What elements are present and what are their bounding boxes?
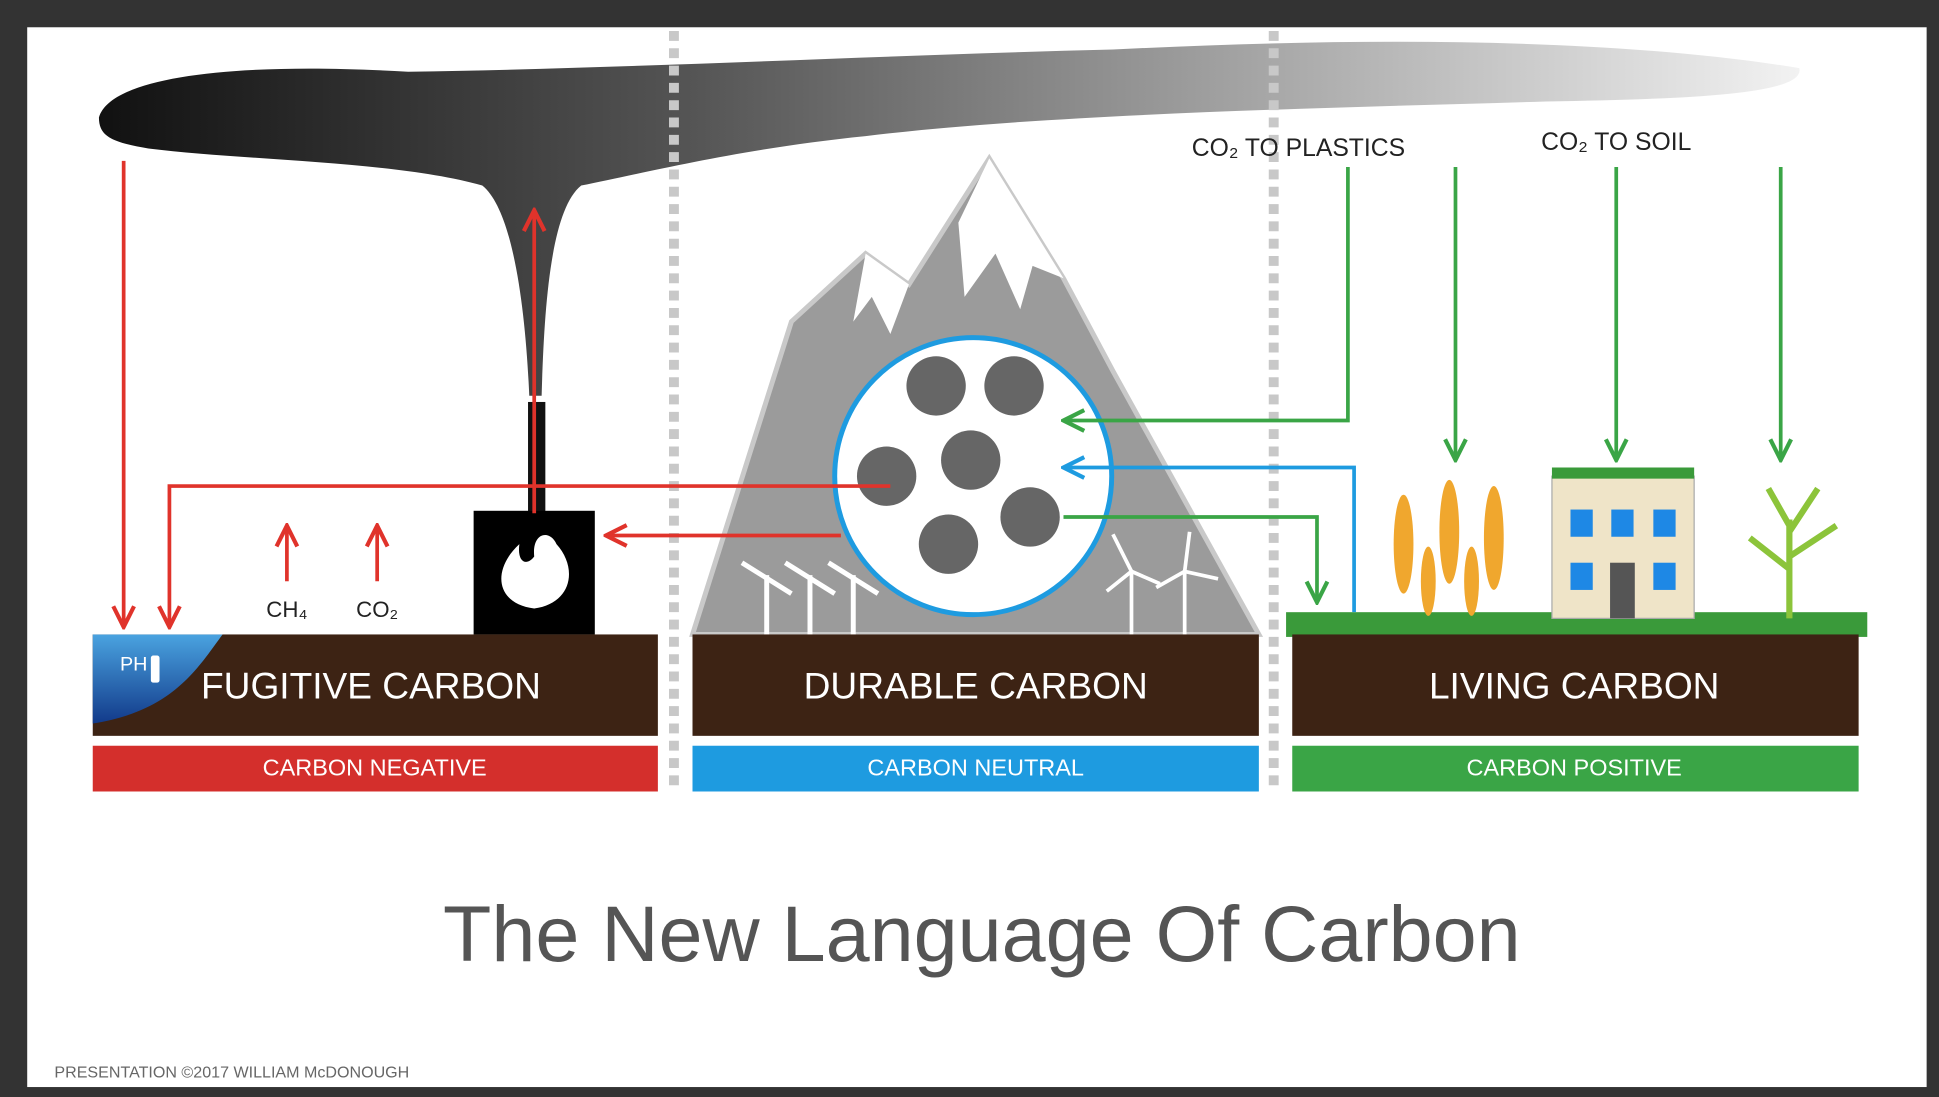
section-name: DURABLE CARBON xyxy=(804,665,1148,707)
section-name: FUGITIVE CARBON xyxy=(201,665,541,707)
product-cycle-part-part xyxy=(857,446,916,505)
building-part xyxy=(1552,468,1694,479)
building-part-part xyxy=(1653,510,1675,537)
building-part-part xyxy=(1611,510,1633,537)
infographic-part: CARBON NEGATIVE CARBON NEUTRAL CARBON PO… xyxy=(263,754,1682,780)
gas-label: CO₂ xyxy=(356,597,398,622)
wheat-part xyxy=(1439,480,1459,584)
section-name: LIVING CARBON xyxy=(1429,665,1720,707)
wheat-part xyxy=(1464,547,1479,616)
section-tag: CARBON NEUTRAL xyxy=(867,754,1084,780)
product-cycle-part-part xyxy=(1000,487,1059,546)
ph-label: PH xyxy=(120,654,147,676)
chimney-part xyxy=(528,402,545,513)
bottle-icon xyxy=(151,655,160,682)
building-part-part xyxy=(1570,510,1592,537)
infographic-part: FUGITIVE CARBON DURABLE CARBON LIVING CA… xyxy=(201,665,1719,707)
product-cycle-part-part xyxy=(906,356,965,415)
section-tag: CARBON NEGATIVE xyxy=(263,754,487,780)
gas-label: CH₄ xyxy=(266,597,307,622)
building-part-part xyxy=(1653,563,1675,590)
product-cycle xyxy=(835,338,1112,615)
section-tag: CARBON POSITIVE xyxy=(1467,754,1682,780)
product-cycle-part-part xyxy=(919,514,978,573)
building-part-part xyxy=(1570,563,1592,590)
flow-label: CO₂ TO SOIL xyxy=(1541,129,1691,156)
title: The New Language Of Carbon xyxy=(443,889,1521,978)
product-cycle-part-part xyxy=(941,430,1000,489)
product-cycle-part-part xyxy=(984,356,1043,415)
wheat-part xyxy=(1421,547,1436,616)
building xyxy=(1552,468,1694,619)
page: FUGITIVE CARBON DURABLE CARBON LIVING CA… xyxy=(0,0,1939,1097)
building-part xyxy=(1610,563,1635,619)
wheat-part xyxy=(1484,486,1504,590)
flow-label: CO₂ TO PLASTICS xyxy=(1192,135,1405,162)
wheat-part xyxy=(1394,495,1414,594)
footer: PRESENTATION ©2017 WILLIAM McDONOUGH xyxy=(54,1064,409,1082)
infographic: FUGITIVE CARBON DURABLE CARBON LIVING CA… xyxy=(0,0,1939,1097)
